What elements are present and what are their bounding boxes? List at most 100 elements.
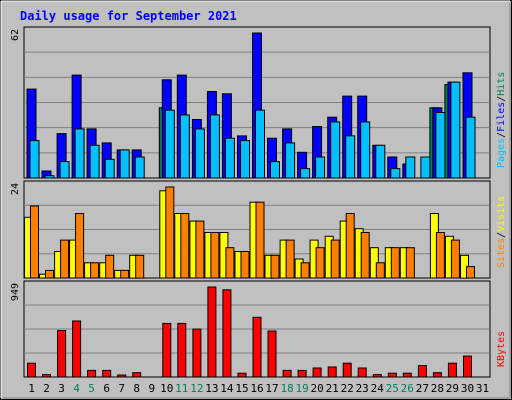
bar-sites-day-20: [315, 247, 325, 279]
x-tick-label: 12: [190, 382, 203, 395]
legend-word: Sites: [496, 238, 507, 268]
x-tick-label: 26: [401, 382, 414, 395]
bar-kbytes-day-1: [27, 362, 36, 378]
x-tick-label: 15: [235, 382, 248, 395]
bar-pages-day-12: [194, 128, 205, 179]
bar-sites-day-21: [330, 239, 340, 279]
x-tick-label: 20: [310, 382, 323, 395]
bar-pages-day-8: [134, 156, 145, 179]
bar-kbytes-day-7: [117, 374, 127, 378]
bar-pages-day-7: [119, 149, 130, 179]
legend-word: /: [496, 232, 507, 238]
bar-kbytes-day-8: [132, 372, 142, 378]
y-max-label: 949: [10, 283, 21, 301]
bar-sites-day-16: [255, 201, 265, 279]
legend-word: Pages: [496, 138, 507, 168]
bar-pages-day-23: [360, 121, 371, 179]
x-tick-label: 28: [431, 382, 444, 395]
chart-panels: 62Pages/Files/Hits24Sites/Visits949KByte…: [10, 26, 507, 378]
x-tick-label: 14: [220, 382, 234, 395]
bar-sites-day-30: [466, 266, 475, 279]
bar-pages-day-29: [450, 81, 461, 179]
bar-sites-day-29: [450, 239, 460, 279]
bar-kbytes-day-12: [192, 328, 202, 378]
bar-kbytes-day-28: [432, 372, 442, 378]
x-tick-label: 1: [28, 382, 35, 395]
bar-sites-day-6: [105, 254, 115, 279]
bar-sites-day-8: [135, 254, 145, 279]
bar-kbytes-day-14: [222, 289, 232, 378]
bar-kbytes-day-26: [402, 372, 412, 378]
x-axis-labels: 1 2 3 4 5 6 7 8 9 10 11 12 13 14 15 16 17 18 19 20 21 22 23 24 2…: [28, 382, 489, 395]
bar-pages-day-20: [315, 156, 326, 179]
x-tick-label: 31: [476, 382, 489, 395]
bar-pages-day-19: [300, 168, 311, 179]
legend-word: /: [496, 132, 507, 138]
bar-sites-day-13: [210, 232, 220, 279]
x-tick-label: 24: [371, 382, 385, 395]
x-tick-label: 6: [103, 382, 110, 395]
bar-kbytes-day-21: [327, 366, 337, 378]
bar-pages-day-27: [420, 156, 431, 179]
bar-pages-day-16: [255, 109, 265, 179]
bar-kbytes-day-16: [252, 316, 262, 378]
bar-pages-day-11: [179, 114, 190, 179]
x-tick-label: 8: [133, 382, 140, 395]
bar-sites-day-18: [285, 239, 295, 279]
x-tick-label: 10: [160, 382, 173, 395]
bar-pages-day-14: [224, 137, 235, 179]
bar-kbytes-day-10: [162, 322, 172, 378]
bar-sites-day-26: [405, 247, 415, 279]
y-max-label: 24: [10, 183, 21, 195]
bar-sites-day-23: [360, 232, 370, 279]
bar-kbytes-day-15: [237, 372, 247, 378]
bar-pages-day-22: [345, 135, 356, 179]
legend-word: KBytes: [496, 331, 507, 367]
bar-pages-day-3: [59, 161, 70, 179]
bar-sites-day-25: [390, 247, 400, 279]
bar-pages-day-24: [375, 144, 386, 179]
legend-visits-sites: Sites/Visits: [496, 196, 507, 268]
bar-kbytes-day-23: [357, 367, 367, 378]
x-tick-label: 17: [265, 382, 278, 395]
bar-kbytes-day-13: [207, 286, 217, 378]
x-tick-label: 21: [326, 382, 339, 395]
bar-sites-day-1: [30, 205, 39, 279]
bar-sites-day-2: [45, 269, 54, 279]
bar-kbytes-day-2: [42, 374, 51, 378]
bar-pages-day-6: [104, 158, 115, 179]
x-tick-label: 11: [175, 382, 188, 395]
panel-visits-sites: 24 Sites/Visits: [10, 180, 507, 279]
x-tick-label: 5: [88, 382, 95, 395]
bar-pages-day-21: [330, 121, 341, 179]
bar-kbytes-day-3: [57, 330, 67, 378]
bar-kbytes-day-19: [297, 369, 307, 378]
x-tick-label: 4: [73, 382, 80, 395]
bar-kbytes-day-20: [312, 367, 322, 378]
bar-kbytes-day-22: [342, 362, 352, 378]
x-tick-label: 23: [356, 382, 369, 395]
bar-kbytes-day-5: [87, 369, 97, 378]
bar-sites-day-19: [300, 262, 310, 279]
bar-kbytes-day-17: [267, 330, 277, 378]
y-max-label: 62: [10, 29, 21, 41]
bar-sites-day-14: [225, 247, 235, 279]
bar-kbytes-day-18: [282, 369, 292, 378]
bar-pages-day-26: [405, 156, 416, 179]
x-tick-label: 16: [250, 382, 263, 395]
bar-kbytes-day-4: [72, 320, 82, 378]
bar-pages-day-4: [74, 128, 85, 179]
bar-pages-day-15: [240, 140, 250, 179]
bar-pages-day-13: [209, 114, 220, 179]
bar-pages-day-2: [44, 175, 55, 179]
x-tick-label: 9: [148, 382, 155, 395]
bar-pages-day-25: [390, 168, 401, 179]
bar-sites-day-5: [90, 262, 100, 279]
x-tick-label: 19: [295, 382, 308, 395]
x-tick-label: 27: [416, 382, 429, 395]
bar-kbytes-day-11: [177, 322, 187, 378]
x-tick-label: 25: [386, 382, 399, 395]
bar-kbytes-day-27: [417, 365, 427, 378]
